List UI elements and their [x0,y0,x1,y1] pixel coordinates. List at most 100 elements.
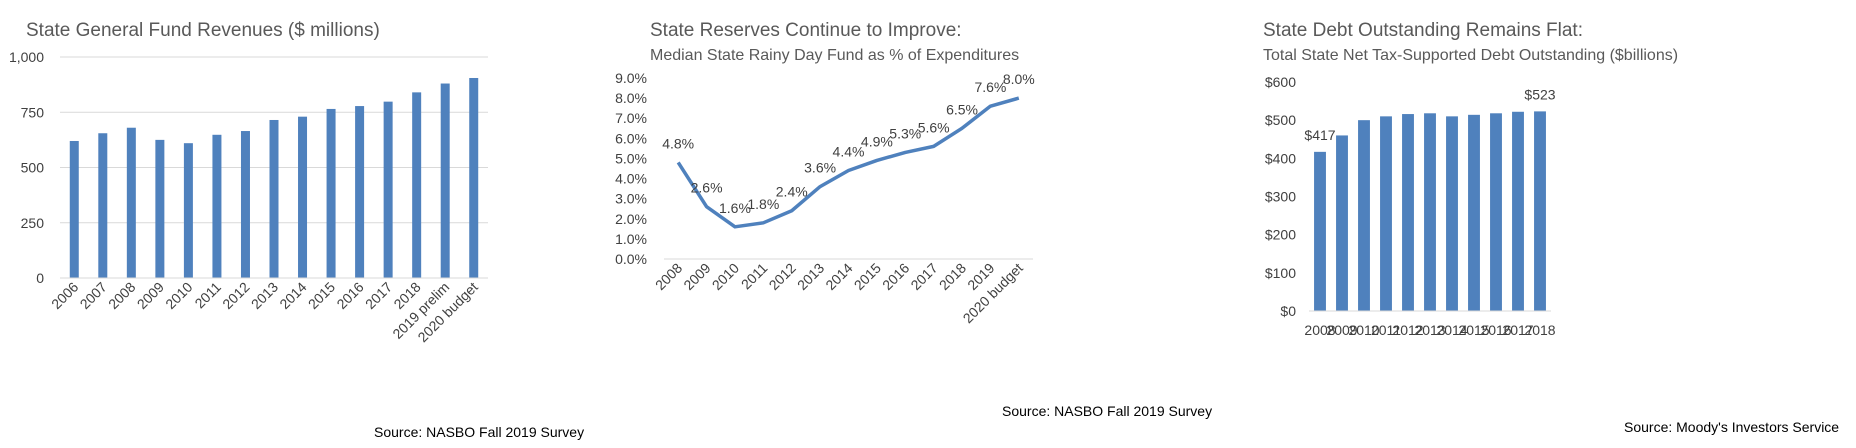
reserves-y-tick-label: 4.0% [615,171,647,187]
debt-x-tick-label: 2017 [1502,322,1533,338]
reserves-data-label: 6.5% [946,101,978,117]
debt-bar [1512,111,1524,312]
debt-chart-title: State Debt Outstanding Remains Flat: [1263,20,1583,41]
reserves-x-tick-label: 2011 [738,260,771,293]
revenues-chart-panel: State General Fund Revenues ($ millions)… [0,0,610,448]
reserves-x-tick-label: 2012 [766,260,799,293]
debt-y-tick-label: $500 [1265,112,1296,128]
revenues-bar [155,139,165,278]
reserves-data-label: 5.3% [889,125,921,141]
debt-bar [1358,120,1370,312]
revenues-x-tick-label: 2017 [362,279,395,312]
reserves-y-tick-label: 8.0% [615,90,647,106]
revenues-bar [269,119,279,278]
revenues-x-tick-label: 2009 [134,279,167,312]
reserves-data-label: 1.6% [719,200,751,216]
reserves-x-tick-label: 2008 [652,260,685,293]
debt-x-tick-label: 2010 [1348,322,1379,338]
reserves-x-tick-label: 2009 [680,260,713,293]
revenues-bar [98,133,108,278]
debt-x-tick-label: 2016 [1480,322,1511,338]
reserves-data-label: 2.6% [691,180,723,196]
reserves-data-label: 4.4% [833,144,865,160]
revenues-x-tick-label: 2014 [276,279,309,312]
revenues-x-tick-label: 2008 [105,279,138,312]
debt-data-label: $417 [1304,127,1335,143]
revenues-bar [212,134,222,278]
reserves-chart-title: State Reserves Continue to Improve: [650,20,962,41]
debt-data-label: $523 [1524,86,1555,102]
revenues-x-tick-label: 2006 [48,279,81,312]
reserves-chart: State Reserves Continue to Improve: Medi… [615,20,1212,419]
debt-x-tick-label: 2011 [1371,322,1401,338]
revenues-y-tick-label: 500 [21,160,45,176]
revenues-x-tick-label: 2010 [162,279,195,312]
debt-bar [1468,114,1480,311]
reserves-x-tick-label: 2014 [822,260,855,293]
reserves-x-tick-label: 2010 [709,260,742,293]
reserves-y-tick-label: 6.0% [615,130,647,146]
revenues-x-tick-label: 2007 [77,279,110,312]
reserves-x-tick-label: 2017 [907,260,940,293]
revenues-x-tick-label: 2013 [248,279,281,312]
debt-chart: State Debt Outstanding Remains Flat: Tot… [1263,20,1839,435]
revenues-x-tick-label: 2012 [219,279,252,312]
revenues-bar [183,143,193,278]
debt-x-tick-label: 2014 [1436,322,1467,338]
revenues-bar [412,92,422,278]
reserves-x-tick-label: 2018 [936,260,969,293]
reserves-data-label: 5.6% [918,119,950,135]
debt-bar [1446,116,1458,311]
reserves-source-note: Source: NASBO Fall 2019 Survey [1002,403,1212,419]
debt-bar [1402,114,1414,311]
reserves-data-label: 7.6% [974,79,1006,95]
revenues-bar [240,131,250,278]
debt-y-tick-label: $0 [1280,303,1296,319]
debt-x-tick-label: 2008 [1304,322,1335,338]
revenues-source-note: Source: NASBO Fall 2019 Survey [374,424,584,440]
debt-x-tick-label: 2012 [1392,322,1423,338]
reserves-x-tick-label: 2015 [851,260,884,293]
debt-x-tick-label: 2015 [1458,322,1489,338]
debt-chart-subtitle: Total State Net Tax-Supported Debt Outst… [1263,47,1678,64]
revenues-chart: State General Fund Revenues ($ millions)… [9,20,584,440]
revenues-bar [469,77,479,279]
revenues-bar [126,127,136,278]
revenues-chart-title: State General Fund Revenues ($ millions) [26,20,380,41]
revenues-x-tick-label: 2016 [333,279,366,312]
revenues-bar [69,140,79,278]
revenues-bar [440,83,450,279]
revenues-y-tick-label: 1,000 [9,49,44,65]
debt-bar [1336,135,1348,311]
reserves-y-tick-label: 3.0% [615,191,647,207]
reserves-y-tick-label: 1.0% [615,231,647,247]
debt-source-note: Source: Moody's Investors Service [1624,419,1839,435]
debt-y-tick-label: $300 [1265,189,1296,205]
reserves-y-tick-label: 2.0% [615,211,647,227]
debt-bar [1380,116,1392,311]
debt-bar [1314,151,1326,311]
debt-y-tick-label: $200 [1265,227,1296,243]
debt-x-tick-label: 2013 [1414,322,1445,338]
debt-y-tick-label: $100 [1265,265,1296,281]
reserves-data-label: 4.9% [861,133,893,149]
reserves-data-label: 4.8% [662,135,694,151]
reserves-x-tick-label: 2016 [879,260,912,293]
revenues-y-tick-label: 0 [36,270,44,286]
reserves-y-tick-label: 5.0% [615,150,647,166]
reserves-y-tick-label: 9.0% [615,70,647,86]
reserves-series-line [676,96,1020,229]
reserves-y-tick-label: 7.0% [615,110,647,126]
debt-y-tick-label: $400 [1265,150,1296,166]
revenues-bar [326,108,336,278]
debt-x-tick-label: 2018 [1524,322,1555,338]
reserves-y-tick-label: 0.0% [615,251,647,267]
revenues-bar [355,106,365,278]
debt-bar [1424,113,1436,312]
revenues-x-tick-label: 2011 [191,279,224,312]
reserves-data-label: 2.4% [776,184,808,200]
reserves-data-label: 3.6% [804,160,836,176]
debt-x-tick-label: 2009 [1326,322,1357,338]
debt-bar [1490,113,1502,312]
revenues-bar [298,116,308,278]
